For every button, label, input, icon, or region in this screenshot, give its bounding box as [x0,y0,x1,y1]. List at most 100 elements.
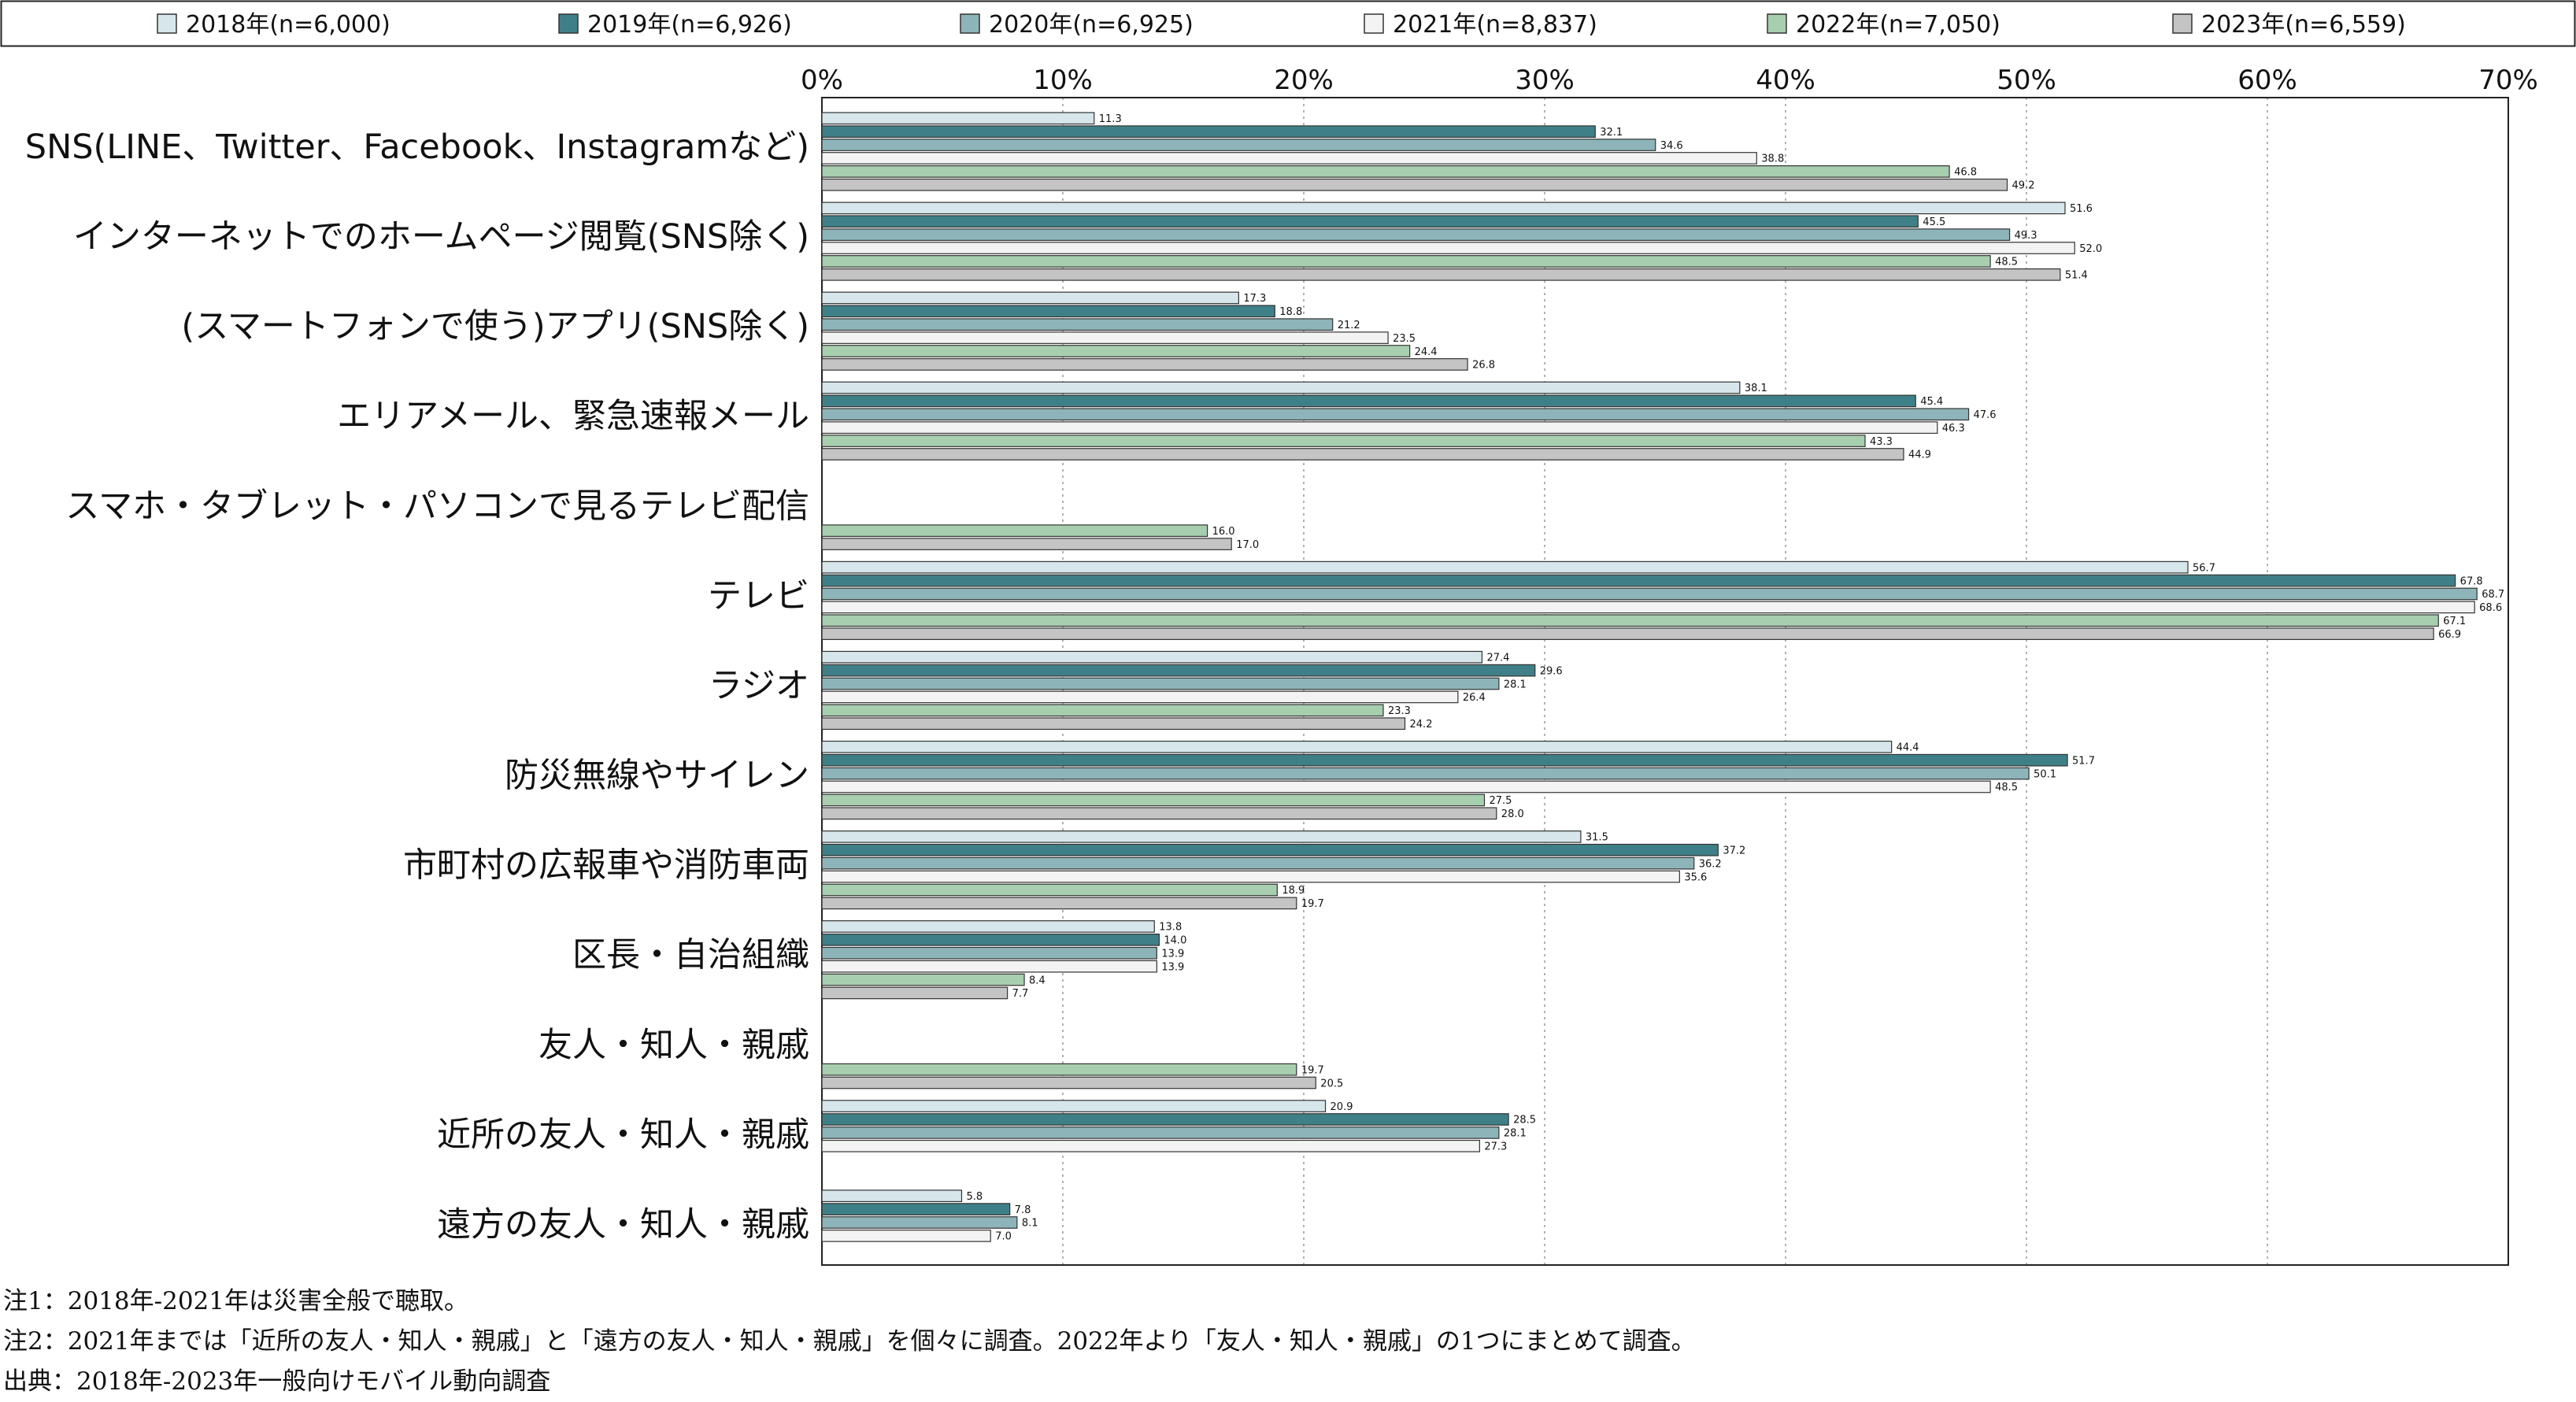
data-label-0-5: 49.2 [2012,180,2035,192]
data-label-5-5: 66.9 [2438,629,2461,641]
data-label-8-2: 36.2 [1699,858,1722,870]
bar-11-1 [821,1113,1509,1126]
bar-6-3 [821,690,1459,704]
bar-1-0 [821,202,2066,215]
data-label-2-3: 23.5 [1393,333,1416,345]
bar-9-1 [821,933,1160,946]
bar-2-2 [821,318,1334,331]
data-label-9-5: 7.7 [1012,988,1029,1000]
bar-0-0 [821,112,1095,125]
data-label-11-0: 20.9 [1331,1101,1353,1113]
data-label-2-1: 18.8 [1279,306,1302,318]
bar-1-2 [821,228,2011,241]
data-label-7-0: 44.4 [1897,742,1919,754]
category-label-12: 遠方の友人・知人・親戚 [437,1205,809,1245]
bar-2-5 [821,358,1468,371]
bar-3-5 [821,448,1904,461]
bar-1-5 [821,268,2061,281]
data-label-3-0: 38.1 [1745,383,1767,394]
category-label-7: 防災無線やサイレン [505,756,809,796]
data-label-0-1: 32.1 [1600,127,1623,139]
data-label-3-3: 46.3 [1942,423,1965,435]
category-label-10: 友人・知人・親戚 [539,1026,809,1065]
category-label-6: ラジオ [709,666,809,705]
category-label-2: (スマートフォンで使う)アプリ(SNS除く) [181,307,809,346]
data-label-0-4: 46.8 [1954,167,1977,179]
bar-1-4 [821,255,1991,268]
bar-12-1 [821,1203,1011,1215]
data-label-11-1: 28.5 [1513,1115,1536,1126]
data-label-1-4: 48.5 [1995,257,2018,268]
data-label-6-5: 24.2 [1410,719,1433,731]
bar-0-5 [821,178,2008,191]
data-label-12-0: 5.8 [966,1191,983,1203]
legend-swatch-2 [960,13,980,34]
bar-5-5 [821,627,2434,640]
legend-label-2: 2020年(n=6,925) [989,11,1194,39]
data-label-7-4: 27.5 [1490,795,1512,807]
data-label-11-2: 28.1 [1504,1128,1527,1140]
bar-7-3 [821,780,1991,793]
data-label-11-3: 27.3 [1484,1141,1507,1153]
bar-12-2 [821,1216,1018,1229]
bar-2-3 [821,331,1389,344]
data-label-2-2: 21.2 [1338,320,1360,331]
category-label-11: 近所の友人・知人・親戚 [437,1115,809,1155]
bar-10-5 [821,1076,1316,1089]
category-label-1: インターネットでのホームページ閲覧(SNS除く) [73,217,809,257]
data-label-10-5: 20.5 [1320,1078,1343,1089]
bar-11-3 [821,1139,1480,1152]
data-label-7-1: 51.7 [2072,755,2095,767]
legend-swatch-4 [1767,13,1787,34]
data-label-4-4: 16.0 [1212,526,1235,538]
bar-7-0 [821,740,1893,753]
category-label-5: テレビ [708,576,809,616]
bar-5-0 [821,560,2189,574]
footnotes: 注1：2018年-2021年は災害全般で聴取。 注2：2021年までは「近所の友… [3,1282,2522,1402]
legend-swatch-5 [2172,13,2193,34]
bar-1-3 [821,242,2075,254]
data-label-8-3: 35.6 [1684,871,1707,883]
data-label-0-2: 34.6 [1660,140,1683,152]
bar-4-5 [821,538,1232,550]
bar-3-0 [821,381,1741,394]
x-tick-label-3: 30% [1515,65,1575,96]
data-label-1-2: 49.3 [2015,230,2037,242]
data-label-8-4: 18.9 [1282,885,1305,897]
bar-8-1 [821,843,1719,856]
bar-11-2 [821,1126,1500,1139]
data-label-2-5: 26.8 [1472,360,1495,372]
data-label-7-3: 48.5 [1995,782,2018,793]
bar-3-2 [821,408,1970,421]
bar-2-0 [821,291,1239,305]
data-label-8-0: 31.5 [1586,832,1608,844]
source-note: 出典：2018年-2023年一般向けモバイル動向調査 [3,1367,551,1396]
bar-7-1 [821,753,2068,767]
data-label-6-2: 28.1 [1504,679,1527,690]
data-label-4-5: 17.0 [1236,539,1259,551]
bar-4-4 [821,524,1208,538]
data-label-9-2: 13.9 [1161,948,1184,960]
category-label-0: SNS(LINE、Twitter、Facebook、Instagramなど) [25,128,809,167]
data-label-9-4: 8.4 [1029,975,1046,986]
data-label-0-3: 38.8 [1761,154,1784,165]
bar-6-1 [821,664,1536,677]
category-label-3: エリアメール、緊急速報メール [337,397,809,436]
legend-label-0: 2018年(n=6,000) [186,11,390,39]
legend-label-4: 2022年(n=7,050) [1796,11,2000,39]
data-label-6-4: 23.3 [1388,705,1411,717]
x-tick-label-7: 70% [2478,65,2538,96]
legend-label-3: 2021年(n=8,837) [1393,11,1597,39]
bar-10-4 [821,1063,1297,1076]
data-label-5-1: 67.8 [2460,575,2483,587]
legend-swatch-1 [558,13,579,34]
bar-9-2 [821,946,1157,960]
category-label-4: スマホ・タブレット・パソコンで見るテレビ配信 [65,486,809,526]
bar-2-1 [821,305,1275,318]
bar-8-2 [821,856,1695,870]
data-label-5-3: 68.6 [2479,602,2502,614]
bar-3-4 [821,435,1866,447]
data-label-5-2: 68.7 [2482,589,2504,601]
bar-6-2 [821,677,1500,690]
bar-6-0 [821,650,1483,664]
